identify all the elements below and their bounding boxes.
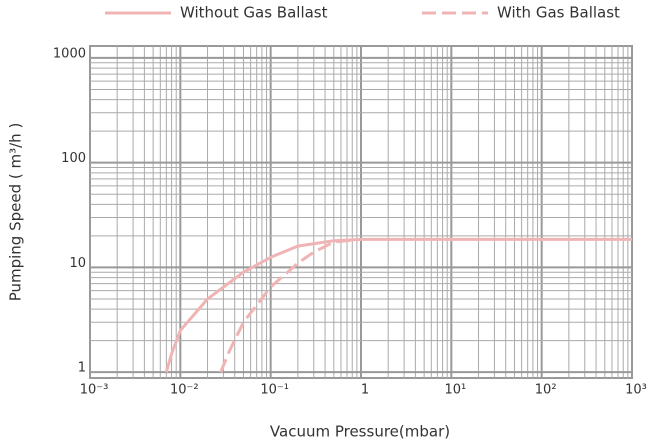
x-tick-label: 10⁻¹ bbox=[260, 383, 289, 398]
x-tick-label: 10⁻² bbox=[170, 383, 199, 398]
y-tick-label: 100 bbox=[61, 151, 86, 166]
line bbox=[219, 237, 362, 373]
line bbox=[164, 237, 632, 373]
legend-label: Without Gas Ballast bbox=[180, 4, 328, 22]
x-axis-label: Vacuum Pressure(mbar) bbox=[270, 423, 450, 441]
x-tick-label: 10² bbox=[535, 383, 557, 398]
y-axis-label: Pumping Speed ( m³/h ) bbox=[7, 123, 25, 302]
y-tick-label: 10 bbox=[69, 256, 86, 271]
x-tick-label: 10³ bbox=[625, 383, 647, 398]
y-tick-label: 1000 bbox=[53, 46, 86, 61]
legend-label: With Gas Ballast bbox=[497, 4, 620, 22]
x-tick-label: 10¹ bbox=[444, 383, 466, 398]
x-tick-label: 10⁻³ bbox=[80, 383, 109, 398]
x-tick-label: 1 bbox=[361, 383, 369, 398]
y-tick-label: 1 bbox=[78, 361, 86, 376]
